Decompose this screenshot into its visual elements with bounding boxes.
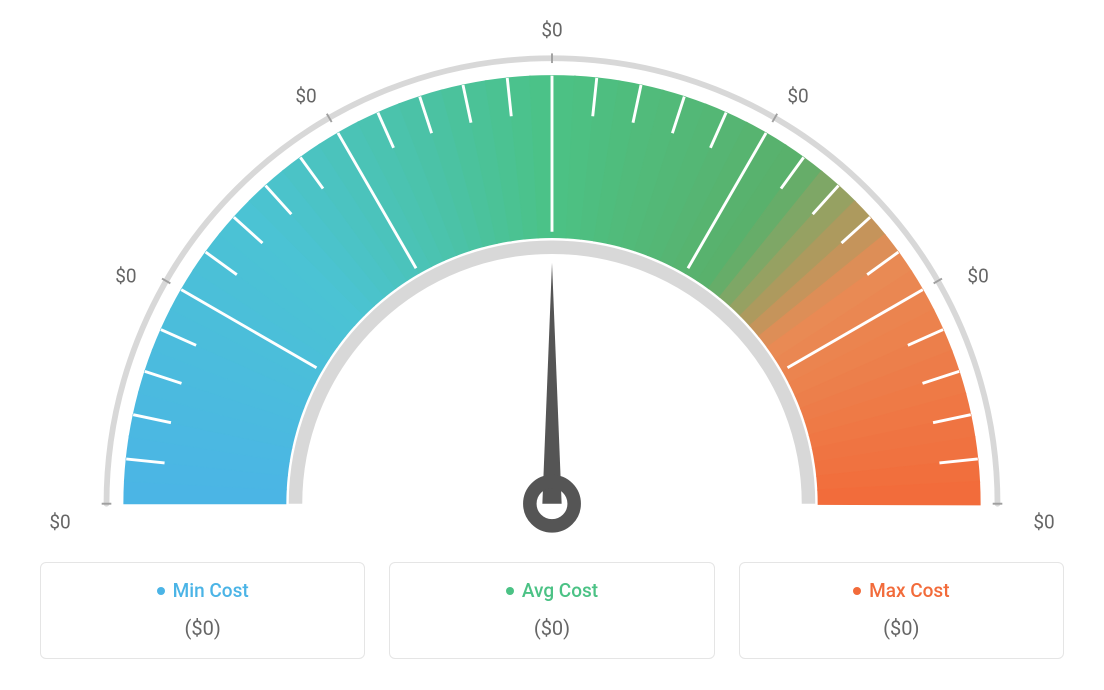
legend-label-text: Max Cost [869,579,949,602]
legend-value: ($0) [402,616,701,640]
legend-dot-icon [157,587,165,595]
legend-card: Min Cost ($0) [40,562,365,659]
gauge-tick-label: $0 [295,84,316,107]
gauge-tick-label: $0 [967,265,988,288]
legend-row: Min Cost ($0) Avg Cost ($0) Max Cost ($0) [40,562,1064,659]
legend-card: Max Cost ($0) [739,562,1064,659]
legend-label: Avg Cost [506,579,598,602]
legend-dot-icon [853,587,861,595]
gauge-area: $0 $0 $0 $0 $0 $0 $0 [40,10,1064,550]
gauge-tick-label: $0 [541,19,562,42]
gauge-tick-label: $0 [787,84,808,107]
gauge-tick-label: $0 [1033,511,1054,534]
gauge-needle [542,263,561,504]
legend-label-text: Min Cost [173,579,249,602]
legend-card: Avg Cost ($0) [389,562,714,659]
legend-value: ($0) [752,616,1051,640]
gauge-chart-container: $0$0$0$0$0$0$0 Min Cost($0)Avg Cost($0)M… [0,0,1104,690]
legend-value: ($0) [53,616,352,640]
legend-dot-icon [506,587,514,595]
legend-label-text: Avg Cost [522,579,598,602]
legend-label: Min Cost [157,579,249,602]
legend-label: Max Cost [853,579,949,602]
gauge-tick-label: $0 [49,511,70,534]
gauge-tick-label: $0 [115,265,136,288]
gauge-svg [40,10,1064,550]
